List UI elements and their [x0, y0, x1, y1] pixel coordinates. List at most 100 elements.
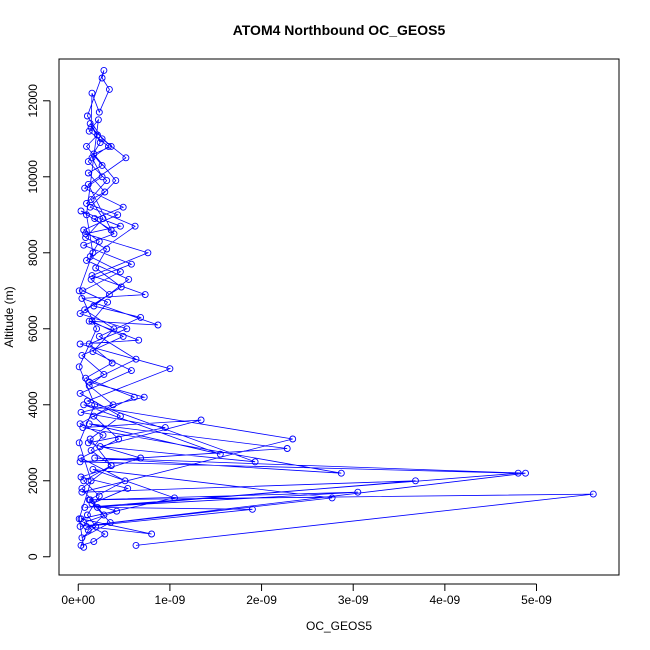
- data-point: [522, 469, 529, 477]
- data-point: [86, 435, 94, 443]
- data-point: [95, 237, 103, 245]
- data-point: [107, 462, 115, 470]
- data-point: [88, 154, 96, 162]
- x-tick-label: 2e-09: [246, 593, 277, 607]
- data-point: [81, 184, 89, 192]
- data-point: [78, 488, 86, 496]
- data-point: [91, 215, 99, 223]
- data-point: [91, 454, 99, 462]
- data-point: [105, 85, 113, 93]
- data-point: [137, 454, 145, 462]
- data-point: [105, 291, 113, 299]
- data-point: [78, 534, 86, 542]
- data-point: [328, 494, 336, 502]
- data-point: [125, 275, 133, 283]
- data-point: [95, 492, 103, 500]
- y-tick-label: 2000: [26, 467, 40, 494]
- data-point: [94, 131, 101, 139]
- data-point: [132, 355, 140, 363]
- data-point: [98, 74, 106, 82]
- plot-box: [58, 58, 620, 576]
- data-point: [75, 287, 83, 295]
- data-point: [100, 370, 108, 378]
- data-point: [95, 332, 103, 340]
- data-point: [82, 234, 90, 242]
- data-point: [88, 317, 96, 325]
- data-point: [82, 230, 90, 238]
- data-point: [100, 66, 108, 74]
- data-point: [76, 310, 84, 318]
- data-point: [119, 203, 127, 211]
- data-point: [131, 222, 139, 230]
- data-point: [248, 505, 256, 513]
- data-point: [166, 365, 174, 373]
- data-point: [85, 420, 93, 428]
- data-point: [144, 249, 152, 257]
- y-tick-label: 4000: [26, 391, 40, 418]
- data-point: [90, 412, 98, 420]
- data-point: [283, 445, 291, 452]
- data-point: [110, 325, 118, 333]
- data-point: [77, 207, 85, 215]
- data-point: [112, 177, 120, 185]
- data-point: [87, 123, 95, 131]
- data-point: [90, 538, 98, 546]
- data-point: [113, 507, 121, 515]
- data-point: [85, 496, 93, 504]
- data-point: [83, 397, 91, 405]
- data-point: [80, 519, 88, 527]
- y-tick-label: 0: [26, 553, 40, 560]
- data-layer: [75, 66, 597, 551]
- data-point: [100, 511, 108, 519]
- data-point: [91, 401, 99, 409]
- series-line: [78, 70, 594, 548]
- data-point: [88, 89, 96, 97]
- y-tick-label: 6000: [26, 315, 40, 342]
- data-point: [114, 211, 122, 219]
- data-point: [75, 439, 83, 447]
- chart-title: ATOM4 Northbound OC_GEOS5: [233, 22, 446, 38]
- data-point: [83, 211, 90, 219]
- data-point: [354, 488, 362, 496]
- data-point: [116, 222, 124, 230]
- data-point: [78, 484, 86, 492]
- data-point: [90, 302, 98, 310]
- data-point: [116, 268, 124, 276]
- data-point: [589, 490, 597, 498]
- data-point: [117, 283, 125, 291]
- data-point: [80, 401, 88, 409]
- x-tick-label: 1e-09: [155, 593, 186, 607]
- y-axis-label: Altitude (m): [2, 286, 16, 347]
- data-point: [148, 530, 156, 538]
- data-point: [83, 199, 90, 207]
- data-point: [115, 435, 123, 443]
- data-point: [110, 230, 118, 238]
- data-point: [107, 142, 115, 150]
- data-point: [85, 317, 93, 325]
- data-point: [76, 522, 84, 530]
- data-point: [85, 127, 93, 135]
- data-point: [89, 465, 97, 473]
- x-tick-label: 5e-09: [521, 593, 552, 607]
- data-point: [90, 150, 98, 158]
- data-point: [87, 196, 95, 204]
- data-point: [92, 522, 100, 530]
- data-point: [141, 291, 149, 299]
- data-point: [135, 336, 143, 344]
- data-point: [121, 477, 129, 485]
- data-point: [75, 515, 83, 523]
- x-axis-label: OC_GEOS5: [306, 619, 372, 633]
- data-point: [85, 340, 93, 348]
- data-point: [75, 363, 83, 371]
- data-point: [85, 378, 93, 386]
- data-point: [122, 154, 130, 162]
- data-point: [77, 408, 85, 416]
- y-tick-label: 12000: [26, 84, 40, 118]
- data-point: [78, 351, 86, 359]
- data-point: [76, 340, 84, 348]
- data-point: [92, 264, 100, 272]
- data-point: [171, 494, 178, 502]
- data-point: [76, 389, 84, 397]
- data-point: [137, 313, 145, 321]
